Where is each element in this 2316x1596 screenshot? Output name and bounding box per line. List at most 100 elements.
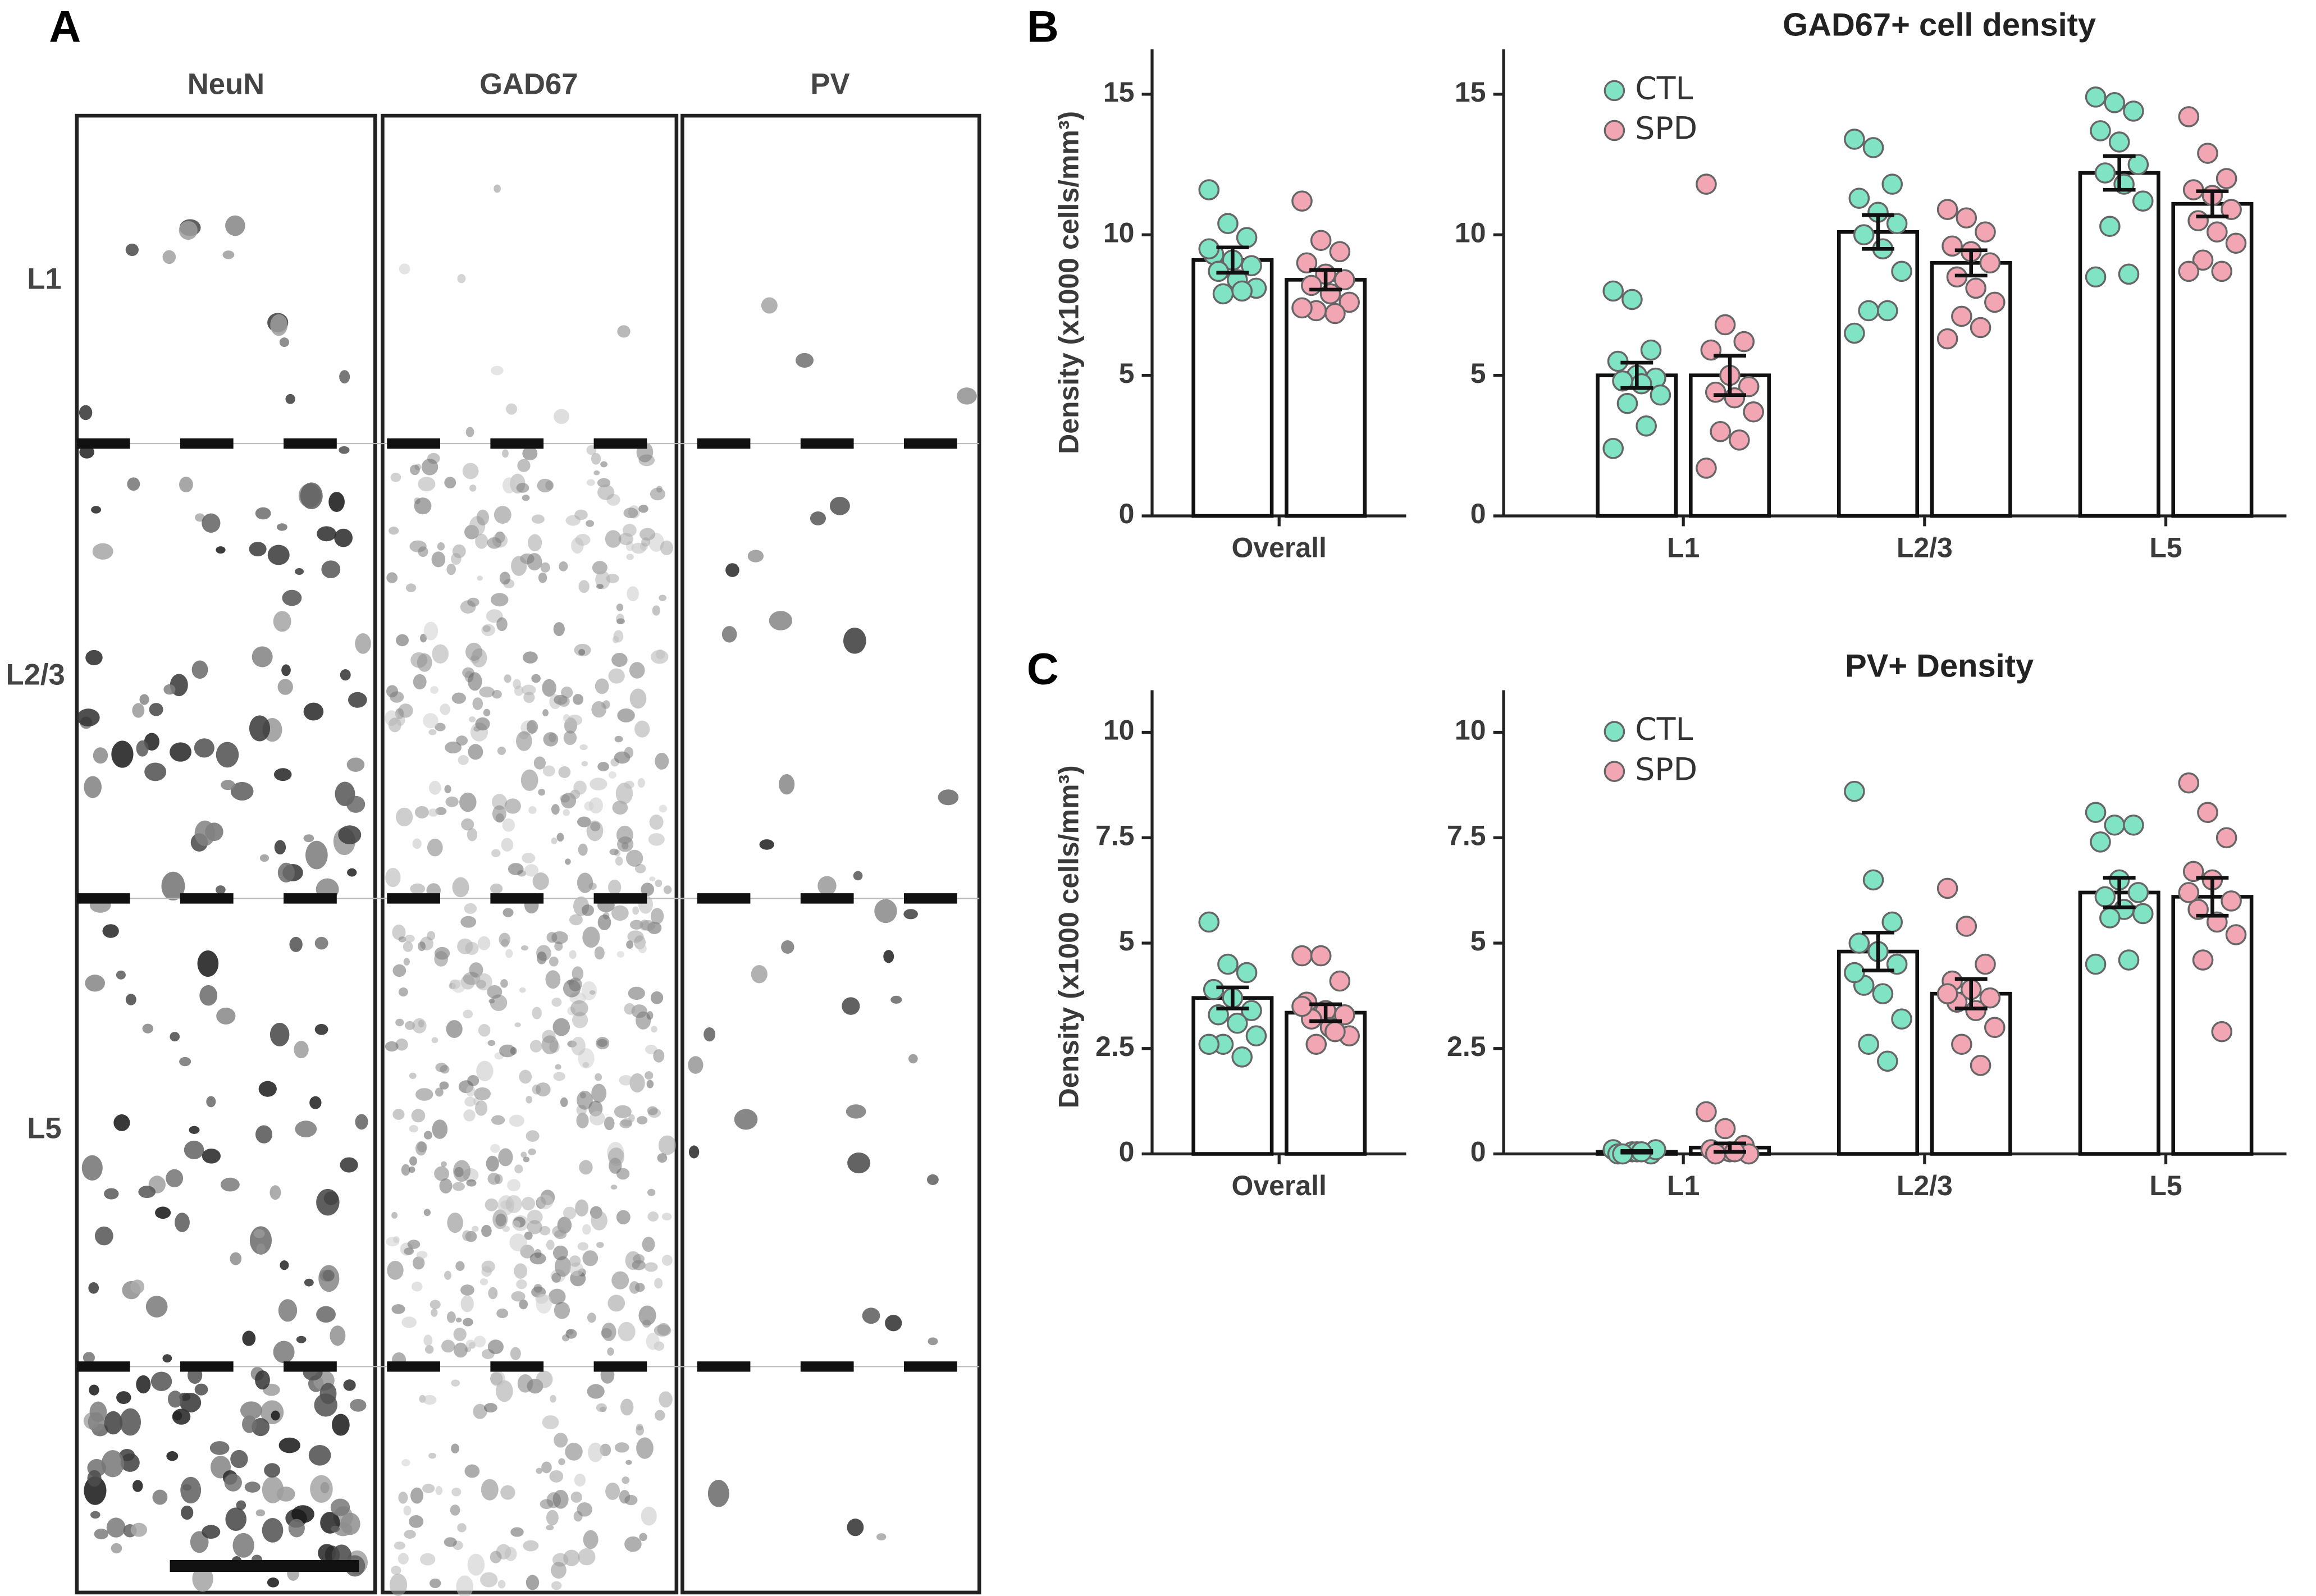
- cell: [545, 480, 554, 491]
- cell: [614, 1105, 632, 1118]
- cell: [874, 899, 897, 923]
- cell: [414, 806, 429, 818]
- cell: [843, 627, 866, 654]
- cell: [125, 994, 136, 1005]
- cell: [563, 1206, 577, 1220]
- cell: [230, 1449, 248, 1469]
- data-point: [1891, 1008, 1912, 1030]
- cell: [636, 1437, 654, 1459]
- cell: [435, 1087, 444, 1097]
- cell: [542, 709, 549, 717]
- cell: [572, 1012, 588, 1028]
- cell: [172, 1408, 191, 1425]
- data-point: [2104, 92, 2126, 113]
- cell: [480, 1572, 498, 1588]
- data-point: [1696, 173, 1717, 195]
- cell: [541, 1035, 559, 1055]
- cell: [575, 1199, 589, 1217]
- cell: [514, 1164, 523, 1174]
- cell: [649, 876, 656, 881]
- cell: [355, 1114, 368, 1130]
- cell: [591, 701, 607, 718]
- cell: [461, 818, 474, 831]
- cell: [938, 789, 959, 806]
- cell: [432, 1119, 448, 1139]
- cell: [278, 1299, 298, 1322]
- cell: [608, 668, 625, 684]
- cell: [410, 652, 428, 668]
- y-axis-label: Density (x1000 cells/mm³): [1053, 111, 1084, 454]
- data-point: [1891, 260, 1912, 282]
- data-point: [2118, 949, 2140, 971]
- cell: [144, 762, 167, 781]
- cell: [533, 756, 546, 770]
- cell: [563, 809, 570, 816]
- cell: [516, 731, 532, 751]
- cell: [454, 1167, 464, 1177]
- cell: [591, 1210, 607, 1231]
- cell: [570, 1000, 588, 1017]
- cell: [423, 1131, 433, 1140]
- cell: [418, 546, 428, 557]
- cell: [475, 533, 488, 549]
- cell: [398, 936, 406, 943]
- cell: [113, 1114, 130, 1131]
- cell: [476, 1060, 494, 1081]
- cell: [497, 1580, 506, 1589]
- cell: [512, 1220, 520, 1228]
- cell: [85, 975, 106, 992]
- cell: [446, 1020, 463, 1038]
- cell: [316, 1306, 336, 1323]
- cell: [549, 956, 559, 967]
- cell: [451, 1487, 462, 1497]
- cell: [444, 785, 451, 794]
- cell: [256, 1243, 266, 1255]
- cell: [464, 1464, 480, 1478]
- data-point: [2178, 882, 2200, 903]
- data-point: [1965, 1000, 1986, 1021]
- data-point: [2192, 949, 2214, 971]
- cell: [422, 1484, 435, 1493]
- data-point: [1956, 916, 1977, 937]
- cell: [528, 1148, 536, 1155]
- cell: [655, 879, 663, 888]
- cell: [435, 722, 446, 731]
- cell: [636, 1425, 645, 1436]
- cell: [551, 998, 562, 1007]
- cell: [444, 1270, 451, 1280]
- y-tick-label: 10: [1103, 217, 1135, 248]
- cell: [385, 867, 401, 888]
- data-point: [2221, 890, 2242, 912]
- cell: [479, 1278, 488, 1286]
- cell: [842, 997, 860, 1015]
- cell: [184, 1140, 204, 1159]
- cell: [528, 534, 542, 552]
- cell: [501, 838, 514, 852]
- cell: [595, 678, 609, 694]
- cell: [479, 686, 495, 698]
- x-tick-label: Overall: [1231, 532, 1326, 564]
- cell: [495, 1213, 506, 1227]
- cell: [494, 184, 501, 193]
- cell: [451, 980, 465, 993]
- cell: [456, 735, 468, 746]
- cell: [957, 387, 977, 405]
- cell: [622, 842, 629, 850]
- cell: [611, 905, 629, 921]
- cell: [610, 1185, 618, 1190]
- data-point: [1936, 328, 1958, 350]
- y-tick-label: 5: [1119, 358, 1135, 389]
- cell: [607, 1295, 625, 1312]
- chart: 0 5 10 15 Density (x1000 cells/mm³) Overall: [1053, 49, 1406, 564]
- data-point: [2085, 266, 2107, 288]
- cell: [490, 883, 503, 894]
- cell: [615, 856, 623, 866]
- data-point: [1710, 420, 1732, 442]
- cell: [596, 1403, 607, 1412]
- data-point: [1951, 1033, 1972, 1055]
- cell: [781, 940, 794, 954]
- data-point: [2104, 814, 2126, 836]
- data-point: [1743, 401, 1764, 423]
- cell: [810, 511, 826, 525]
- cell: [624, 1536, 642, 1552]
